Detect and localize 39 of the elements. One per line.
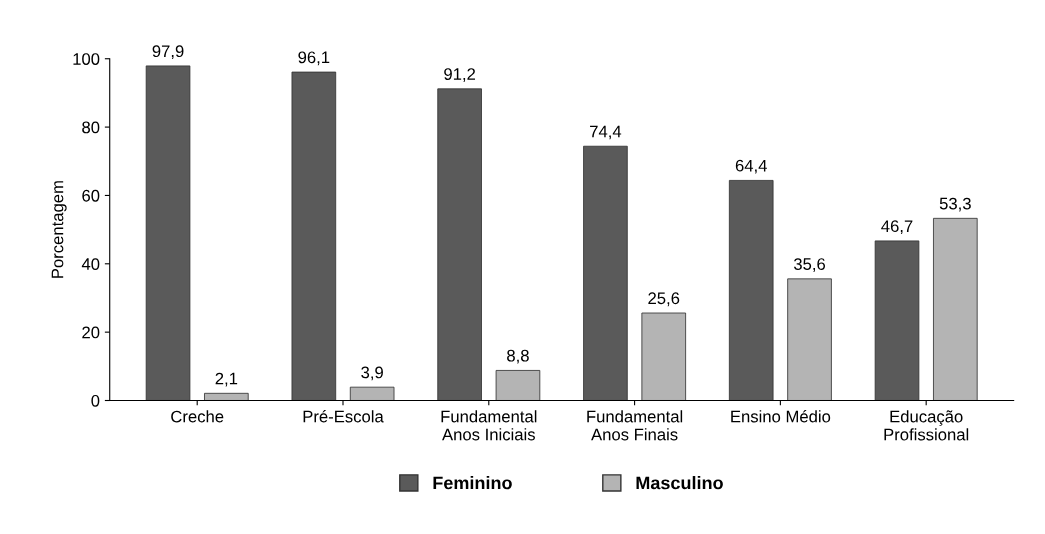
y-tick-label: 0 bbox=[91, 394, 100, 407]
x-tick-label: Fundamental Anos Finais bbox=[587, 410, 683, 441]
data-label: 53,3 bbox=[939, 197, 971, 212]
data-label: 97,9 bbox=[152, 45, 184, 60]
bar bbox=[641, 312, 687, 401]
bar bbox=[495, 370, 541, 401]
bar bbox=[933, 217, 978, 401]
x-tick-label: Educação Profissional bbox=[884, 410, 969, 441]
bar bbox=[728, 179, 774, 401]
bar bbox=[874, 240, 920, 401]
y-axis-title: Porcentagem bbox=[51, 181, 67, 278]
data-label: 35,6 bbox=[793, 258, 826, 272]
data-label: 25,6 bbox=[648, 292, 680, 307]
bar bbox=[583, 145, 628, 401]
y-tick-label: 60 bbox=[82, 189, 100, 202]
bar bbox=[787, 278, 832, 401]
y-tick-label: 100 bbox=[73, 53, 100, 65]
x-tick-label: Creche bbox=[171, 410, 224, 423]
bar bbox=[291, 71, 337, 401]
y-tick-label: 80 bbox=[82, 121, 100, 134]
data-label: 46,7 bbox=[881, 220, 913, 235]
data-label: 64,4 bbox=[735, 159, 767, 174]
x-tick-label: Ensino Médio bbox=[731, 410, 831, 423]
bar bbox=[437, 88, 482, 401]
y-tick-label: 20 bbox=[82, 326, 100, 339]
data-label: 74,4 bbox=[590, 125, 622, 140]
data-label: 2,1 bbox=[215, 372, 238, 387]
bar bbox=[145, 65, 191, 401]
data-label: 8,8 bbox=[507, 349, 529, 364]
bar bbox=[349, 386, 395, 401]
y-tick-label: 40 bbox=[81, 258, 100, 270]
x-tick-label: Pré-Escola bbox=[303, 410, 384, 423]
legend-label: Feminino bbox=[433, 476, 512, 490]
bar bbox=[204, 392, 249, 401]
data-label: 96,1 bbox=[298, 51, 330, 66]
data-label: 3,9 bbox=[361, 366, 383, 381]
legend-label: Masculino bbox=[636, 476, 723, 490]
x-tick-label: Fundamental Anos Iniciais bbox=[441, 410, 537, 441]
data-label: 91,2 bbox=[444, 68, 476, 82]
